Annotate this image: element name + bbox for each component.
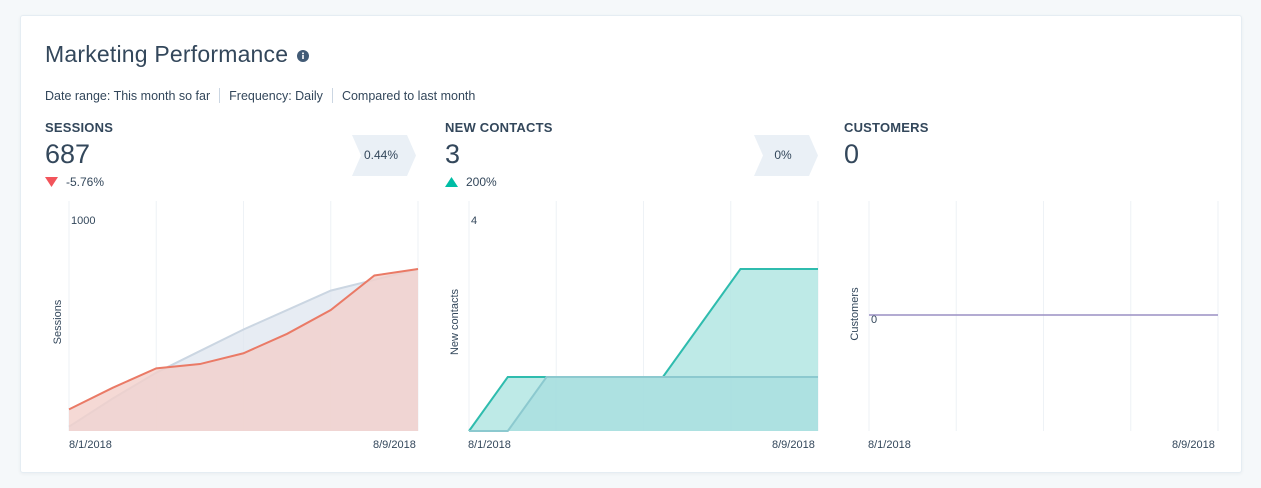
report-filters: Date range: This month so far Frequency:… [45,88,475,103]
new-contacts-label: NEW CONTACTS [445,120,553,135]
sessions-axis-label: Sessions [52,299,64,345]
contacts-to-customers-rate: 0% [754,135,818,176]
new-contacts-axis-label: New contacts [449,288,461,356]
sessions-series-line [68,268,419,411]
triangle-down-icon [45,177,58,187]
x-tick-label-start: 8/1/2018 [468,439,511,451]
sessions-chart-plot [68,201,419,431]
new-contacts-change-value: 200% [466,175,497,189]
chevron-badge-icon [352,135,416,176]
sessions-label: SESSIONS [45,120,114,135]
sessions-series-area [69,269,418,431]
new-contacts-change: 200% [445,175,553,189]
x-tick-label-end: 8/9/2018 [1172,439,1215,451]
new-contacts-value: 3 [445,139,461,169]
sessions-to-contacts-rate: 0.44% [352,135,416,176]
filter-divider [331,88,333,103]
x-tick-label-end: 8/9/2018 [772,439,815,451]
customers-label: CUSTOMERS [844,120,929,135]
comparison-series-line [469,376,818,432]
new-contacts-chart: New contacts 4 8/1/2018 8/9/2018 [441,201,821,456]
info-icon[interactable] [297,50,310,62]
sessions-to-contacts-value: 0.44% [363,148,399,162]
sessions-chart: Sessions 1000 8/1/2018 8/9/2018 [41,201,421,456]
filter-divider [219,88,221,103]
report-header: Marketing Performance [45,41,310,68]
customers-metric: CUSTOMERS 0 [844,120,929,169]
date-range-filter[interactable]: Date range: This month so far [45,88,211,103]
x-tick-label-end: 8/9/2018 [373,439,416,451]
frequency-filter[interactable]: Frequency: Daily [229,88,323,103]
sessions-metric: SESSIONS 687 -5.76% [45,120,113,189]
customers-axis-label: Customers [849,287,861,341]
contacts-to-customers-value: 0% [774,148,792,162]
comparison-filter[interactable]: Compared to last month [341,88,476,103]
y-tick-label: 1000 [71,215,96,227]
x-tick-label-start: 8/1/2018 [69,439,112,451]
customers-chart-plot [868,201,1219,431]
y-tick-label: 0 [871,314,878,326]
report-title: Marketing Performance [45,41,289,67]
x-tick-label-start: 8/1/2018 [868,439,911,451]
customers-value: 0 [844,139,860,169]
marketing-performance-card: Marketing Performance Date range: This m… [20,15,1242,473]
chevron-badge-icon [754,135,818,176]
new-contacts-metric: NEW CONTACTS 3 200% [445,120,553,189]
sessions-change: -5.76% [45,175,113,189]
new-contacts-chart-plot [468,201,819,432]
y-tick-label: 4 [471,215,478,227]
triangle-up-icon [445,177,458,187]
sessions-value: 687 [45,139,91,169]
comparison-series-area [469,377,818,431]
sessions-change-value: -5.76% [66,175,105,189]
customers-chart: Customers 0 8/1/2018 8/9/2018 [841,201,1221,456]
